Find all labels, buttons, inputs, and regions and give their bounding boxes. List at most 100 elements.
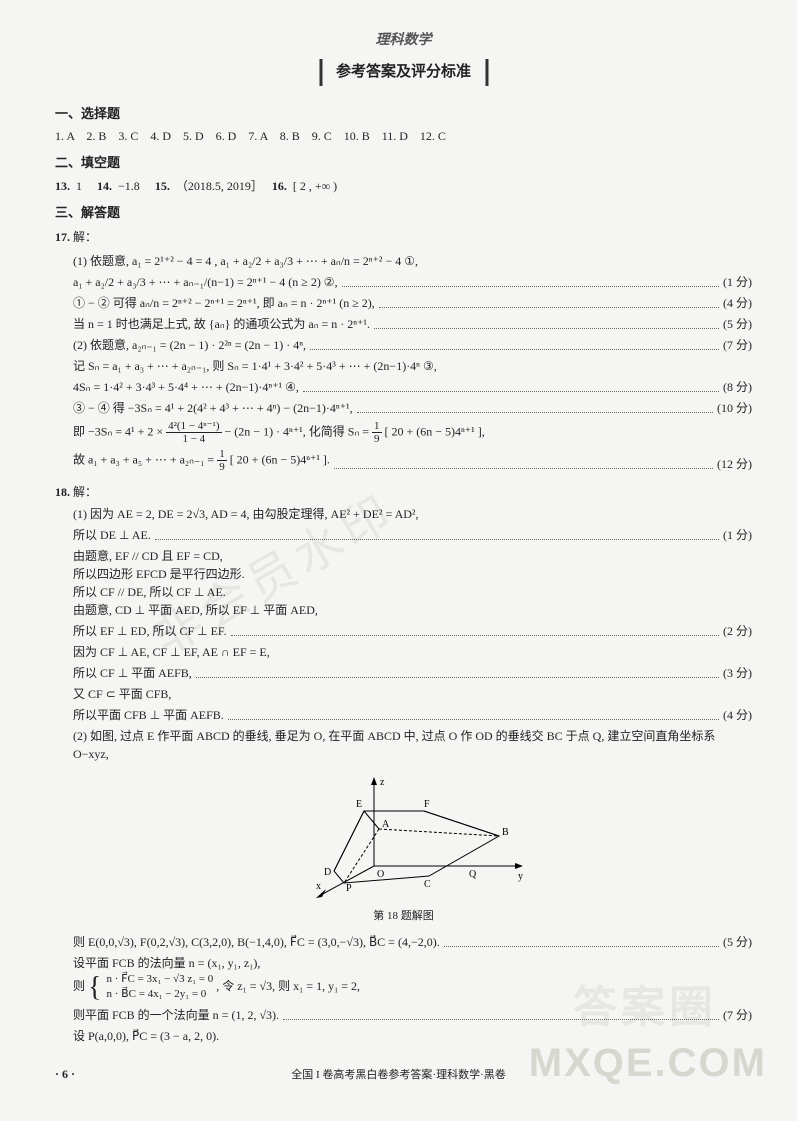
- svg-text:A: A: [382, 819, 390, 830]
- q17-step10a: 故 a₁ + a₃ + a₅ + ⋯ + a₂ₙ₋₁ =: [73, 453, 217, 467]
- q17-step2: a₁ + a₂/2 + a₃/3 + ⋯ + aₙ₋₁/(n−1) = 2ⁿ⁺¹…: [73, 273, 338, 291]
- q17-score5: (7 分): [723, 336, 752, 354]
- q17-step3: ① − ② 可得 aₙ/n = 2ⁿ⁺² − 2ⁿ⁺¹ = 2ⁿ⁺¹, 即 aₙ…: [73, 294, 375, 312]
- dots: [444, 946, 719, 947]
- q18-num: 18.: [55, 485, 70, 499]
- svg-text:F: F: [424, 799, 430, 810]
- q18-head: 解：: [73, 485, 97, 499]
- frac-num: 1: [372, 420, 382, 433]
- watermark-site: MXQE.COM: [529, 1033, 767, 1093]
- q17-score3: (4 分): [723, 294, 752, 312]
- q18-sc7: (2 分): [723, 622, 752, 640]
- subject-title: 理科数学: [55, 30, 752, 51]
- q14-num: 14.: [97, 179, 112, 193]
- section-3-head: 三、解答题: [55, 203, 752, 223]
- footer-text: 全国 I 卷高考黑白卷参考答案·理科数学·黑卷: [291, 1067, 506, 1084]
- q18-sc13: (5 分): [723, 933, 752, 951]
- q17-score8: (10 分): [717, 399, 752, 417]
- q18-s12: (2) 如图, 过点 E 作平面 ABCD 的垂线, 垂足为 O, 在平面 AB…: [55, 727, 752, 763]
- q18-sc9: (3 分): [723, 664, 752, 682]
- q16-val: [ 2 , +∞ ): [293, 179, 337, 193]
- q16-num: 16.: [272, 179, 287, 193]
- dots: [303, 391, 719, 392]
- q17-step9: 即 −3Sₙ = 4¹ + 2 × 4²(1 − 4ⁿ⁻¹) 1 − 4 − (…: [55, 420, 752, 445]
- frac-den: 1 − 4: [166, 433, 221, 445]
- q18-s7: 所以 EF ⊥ ED, 所以 CF ⊥ EF.: [73, 622, 227, 640]
- q13-val: 1: [76, 179, 82, 193]
- svg-text:O: O: [377, 869, 384, 880]
- dots: [310, 349, 719, 350]
- q18-sc16: (7 分): [723, 1006, 752, 1024]
- svg-text:E: E: [356, 799, 362, 810]
- q18-s13: 则 E(0,0,√3), F(0,2,√3), C(3,2,0), B(−1,4…: [73, 933, 440, 951]
- fraction: 1 9: [372, 420, 382, 445]
- q17-step9c: [ 20 + (6n − 5)4ⁿ⁺¹ ],: [385, 424, 485, 438]
- q17-step5: (2) 依题意, a₂ₙ₋₁ = (2n − 1) · 2²ⁿ = (2n − …: [73, 336, 306, 354]
- diagram-caption: 第 18 题解图: [55, 908, 752, 925]
- dots: [374, 328, 719, 329]
- q13-num: 13.: [55, 179, 70, 193]
- q17-step9a: 即 −3Sₙ = 4¹ + 2 ×: [73, 424, 166, 438]
- q18-sc2: (1 分): [723, 526, 752, 544]
- dots: [155, 539, 719, 540]
- q18-eq1: n · F⃗C = 3x₁ − √3 z₁ = 0: [106, 973, 213, 985]
- q15-num: 15.: [155, 179, 170, 193]
- coordinate-diagram-icon: z y x E F B C D A O Q P: [274, 771, 534, 901]
- svg-text:x: x: [316, 881, 321, 892]
- svg-text:P: P: [346, 883, 352, 894]
- frac-den: 9: [217, 461, 227, 473]
- q18-s2: 所以 DE ⊥ AE.: [73, 526, 151, 544]
- q18-s1: (1) 因为 AE = 2, DE = 2√3, AD = 4, 由勾股定理得,…: [55, 505, 752, 523]
- q17-step4: 当 n = 1 时也满足上式, 故 {aₙ} 的通项公式为 aₙ = n · 2…: [73, 315, 370, 333]
- q18-solution: 18. 解： (1) 因为 AE = 2, DE = 2√3, AD = 4, …: [55, 483, 752, 1044]
- svg-text:C: C: [424, 879, 431, 890]
- q17-head: 解：: [73, 230, 97, 244]
- q17-solution: 17. 解： (1) 依题意, a₁ = 2¹⁺² − 4 = 4 , a₁ +…: [55, 228, 752, 473]
- q17-step1: (1) 依题意, a₁ = 2¹⁺² − 4 = 4 , a₁ + a₂/2 +…: [55, 252, 752, 270]
- q17-step9b: − (2n − 1) · 4ⁿ⁺¹, 化简得 Sₙ =: [225, 424, 372, 438]
- q17-step6: 记 Sₙ = a₁ + a₃ + ⋯ + a₂ₙ₋₁, 则 Sₙ = 1·4¹ …: [55, 357, 752, 375]
- svg-text:Q: Q: [469, 869, 477, 880]
- svg-text:z: z: [380, 777, 385, 788]
- q18-s10: 又 CF ⊂ 平面 CFB,: [55, 685, 752, 703]
- q18-s8: 因为 CF ⊥ AE, CF ⊥ EF, AE ∩ EF = E,: [55, 643, 752, 661]
- frac-num: 4²(1 − 4ⁿ⁻¹): [166, 420, 221, 433]
- q15-val: （2018.5, 2019］: [176, 179, 257, 193]
- q17-score7: (8 分): [723, 378, 752, 396]
- eq-system: n · F⃗C = 3x₁ − √3 z₁ = 0 n · B⃗C = 4x₁ …: [106, 972, 213, 1003]
- q18-diagram: z y x E F B C D A O Q P 第 18 题解图: [55, 771, 752, 925]
- q18-s9: 所以 CF ⊥ 平面 AEFB,: [73, 664, 192, 682]
- watermark-answer: 答案圈: [573, 975, 717, 1041]
- q18-sc11: (4 分): [723, 706, 752, 724]
- q17-score10: (12 分): [717, 455, 752, 473]
- q18-s3: 由题意, EF // CD 且 EF = CD,: [55, 547, 752, 565]
- fraction: 1 9: [217, 448, 227, 473]
- q18-eq2: n · B⃗C = 4x₁ − 2y₁ = 0: [106, 988, 206, 1000]
- fill-answers: 13. 1 14. −1.8 15. （2018.5, 2019］ 16. [ …: [55, 177, 752, 195]
- dots: [334, 468, 713, 469]
- section-2-head: 二、填空题: [55, 153, 752, 173]
- dots: [231, 635, 719, 636]
- svg-text:y: y: [518, 871, 523, 882]
- dots: [379, 307, 719, 308]
- fraction: 4²(1 − 4ⁿ⁻¹) 1 − 4: [166, 420, 221, 445]
- q17-step8: ③ − ④ 得 −3Sₙ = 4¹ + 2(4² + 4³ + ⋯ + 4ⁿ) …: [73, 399, 353, 417]
- q18-s4: 所以四边形 EFCD 是平行四边形.: [55, 565, 752, 583]
- dots: [357, 412, 713, 413]
- choice-answers: 1. A 2. B 3. C 4. D 5. D 6. D 7. A 8. B …: [55, 127, 752, 145]
- dots: [196, 677, 719, 678]
- q17-score4: (5 分): [723, 315, 752, 333]
- frac-den: 9: [372, 433, 382, 445]
- q17-step10b: [ 20 + (6n − 5)4ⁿ⁺¹ ].: [230, 453, 330, 467]
- brace-icon: {: [88, 975, 101, 1000]
- q18-s6: 由题意, CD ⊥ 平面 AED, 所以 EF ⊥ 平面 AED,: [55, 601, 752, 619]
- main-title: 参考答案及评分标准: [319, 59, 488, 86]
- q18-s15b: , 令 z₁ = √3, 则 x₁ = 1, y₁ = 2,: [216, 979, 360, 993]
- q17-score2: (1 分): [723, 273, 752, 291]
- q17-num: 17.: [55, 230, 70, 244]
- q18-s5: 所以 CF // DE, 所以 CF ⊥ AE.: [55, 583, 752, 601]
- dots: [228, 719, 719, 720]
- q17-step10: 故 a₁ + a₃ + a₅ + ⋯ + a₂ₙ₋₁ = 1 9 [ 20 + …: [73, 448, 330, 473]
- dots: [342, 286, 719, 287]
- frac-num: 1: [217, 448, 227, 461]
